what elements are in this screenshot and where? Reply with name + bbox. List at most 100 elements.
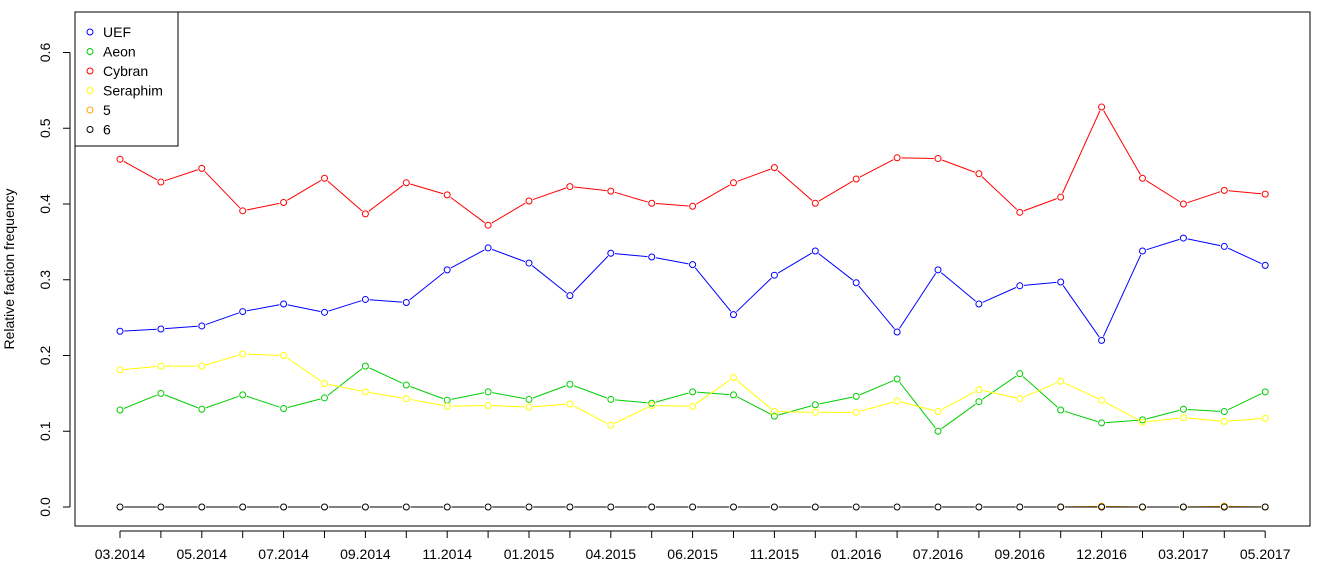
series-line-segment bbox=[1022, 376, 1058, 408]
data-point bbox=[116, 327, 124, 335]
series-cybran bbox=[116, 103, 1269, 229]
series-line-segment bbox=[778, 405, 812, 416]
series-line-segment bbox=[246, 353, 280, 356]
series-line-segment bbox=[450, 249, 485, 269]
series-line-segment bbox=[451, 405, 484, 407]
legend-entry: Aeon bbox=[103, 44, 136, 60]
data-point bbox=[852, 279, 860, 287]
data-point bbox=[198, 164, 206, 172]
x-tick-label: 09.2016 bbox=[994, 546, 1045, 562]
series-line-segment bbox=[898, 273, 937, 329]
series-line-segment bbox=[164, 169, 198, 182]
series-line-segment bbox=[778, 411, 812, 413]
data-point bbox=[484, 401, 492, 409]
series-line-segment bbox=[1105, 419, 1139, 424]
y-axis: 0.0 0.1 0.2 0.3 0.4 0.5 0.6 bbox=[37, 43, 71, 517]
series-line-segment bbox=[205, 395, 239, 409]
series-layer bbox=[116, 103, 1269, 511]
data-point bbox=[239, 350, 247, 358]
data-point bbox=[157, 503, 165, 511]
data-point bbox=[975, 503, 983, 511]
data-point bbox=[975, 300, 983, 308]
data-point bbox=[770, 408, 778, 416]
data-point bbox=[402, 395, 410, 403]
series-line-segment bbox=[1105, 401, 1140, 421]
data-point bbox=[607, 503, 615, 511]
data-point bbox=[1098, 503, 1106, 511]
data-point bbox=[443, 191, 451, 199]
series-line-segment bbox=[736, 277, 772, 313]
series-line-segment bbox=[982, 287, 1017, 303]
data-point bbox=[770, 412, 778, 420]
data-point bbox=[1179, 503, 1187, 511]
series-line-segment bbox=[1187, 409, 1221, 412]
data-point bbox=[1139, 503, 1146, 511]
data-point bbox=[607, 187, 615, 195]
series-line-segment bbox=[736, 396, 771, 415]
data-point bbox=[934, 155, 942, 163]
data-point bbox=[321, 503, 328, 511]
series-line-segment bbox=[737, 168, 771, 182]
data-point bbox=[1057, 406, 1065, 414]
series-line-segment bbox=[491, 202, 526, 224]
series-line-segment bbox=[450, 197, 486, 224]
data-point bbox=[770, 503, 778, 511]
series-line-segment bbox=[327, 180, 363, 212]
series-line-segment bbox=[981, 176, 1018, 210]
x-tick-label: 01.2015 bbox=[504, 546, 555, 562]
x-tick-label: 07.2016 bbox=[913, 546, 964, 562]
data-point bbox=[811, 401, 819, 409]
data-point bbox=[689, 202, 697, 210]
data-point bbox=[648, 399, 656, 407]
data-point bbox=[1139, 174, 1146, 182]
series-line-segment bbox=[286, 179, 322, 201]
series-line-segment bbox=[1227, 393, 1262, 411]
data-point bbox=[280, 300, 288, 308]
data-point bbox=[1016, 395, 1024, 403]
series-line-segment bbox=[368, 184, 404, 212]
data-point bbox=[1220, 408, 1228, 416]
series-line-segment bbox=[573, 405, 608, 424]
data-point bbox=[648, 401, 656, 409]
data-point bbox=[321, 394, 328, 402]
data-point bbox=[525, 503, 533, 511]
data-point bbox=[239, 391, 247, 399]
series-line-segment bbox=[287, 398, 321, 408]
x-tick-label: 01.2016 bbox=[831, 546, 882, 562]
data-point bbox=[934, 408, 942, 416]
data-point bbox=[525, 395, 533, 403]
y-tick-label: 0.3 bbox=[37, 270, 53, 290]
data-point bbox=[730, 503, 737, 511]
data-point bbox=[402, 298, 410, 306]
series-line-segment bbox=[328, 383, 362, 392]
data-point bbox=[852, 175, 860, 183]
data-point bbox=[280, 503, 288, 511]
series-line-segment bbox=[859, 380, 894, 396]
y-tick-label: 0.4 bbox=[37, 194, 53, 214]
series-line-segment bbox=[614, 406, 649, 424]
data-point bbox=[689, 388, 697, 396]
data-point bbox=[893, 397, 901, 405]
data-point bbox=[525, 259, 533, 267]
data-point bbox=[648, 199, 656, 207]
series-line-segment bbox=[1146, 409, 1180, 420]
series-seraphim bbox=[116, 350, 1269, 429]
x-tick-label: 03.2017 bbox=[1158, 546, 1209, 562]
series-line-segment bbox=[246, 395, 280, 408]
series-uef bbox=[116, 234, 1269, 344]
data-point bbox=[525, 403, 533, 411]
legend-marker bbox=[86, 106, 94, 114]
data-point bbox=[321, 308, 328, 316]
series-line-segment bbox=[327, 368, 363, 396]
series-line-segment bbox=[655, 257, 689, 265]
series-line-segment bbox=[410, 183, 444, 195]
series-line-segment bbox=[369, 367, 403, 384]
series-line-segment bbox=[409, 272, 445, 301]
series-line-segment bbox=[614, 191, 648, 203]
data-point bbox=[1016, 282, 1024, 290]
x-tick-label: 12.2016 bbox=[1076, 546, 1127, 562]
legend-entry: 6 bbox=[103, 122, 111, 138]
series-line-segment bbox=[124, 328, 157, 332]
data-point bbox=[893, 328, 901, 336]
legend-entry: UEF bbox=[103, 24, 131, 40]
